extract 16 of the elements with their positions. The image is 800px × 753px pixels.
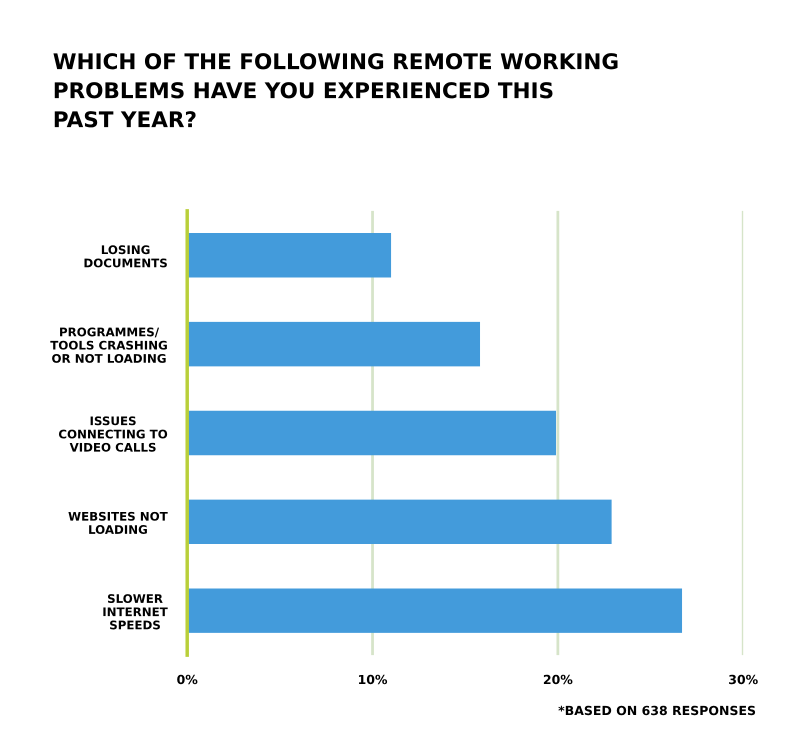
bar — [187, 233, 392, 278]
x-tick-label: 30% — [729, 674, 758, 684]
y-tick-label: ISSUES CONNECTING TO VIDEO CALLS — [58, 416, 168, 452]
chart-title: WHICH OF THE FOLLOWING REMOTE WORKING PROBLEMS HAVE YOU EXPERIENCED THIS PAST YEAR? — [53, 53, 618, 128]
x-tick-label: 10% — [358, 674, 388, 684]
y-tick-label: LOSING DOCUMENTS — [84, 245, 167, 268]
x-tick-label: 0% — [177, 674, 198, 684]
y-tick-label: PROGRAMMES/ TOOLS CRASHING OR NOT LOADING — [50, 328, 167, 363]
y-tick-label: SLOWER INTERNET SPEEDS — [103, 594, 168, 630]
bar — [187, 410, 556, 456]
y-tick-label: WEBSITES NOT LOADING — [68, 512, 168, 534]
x-tick-label: 20% — [544, 674, 572, 684]
bar — [187, 322, 480, 366]
text: *BASED ON 638 RESPONSES — [558, 706, 756, 716]
bar — [187, 500, 612, 544]
bar — [187, 588, 682, 633]
